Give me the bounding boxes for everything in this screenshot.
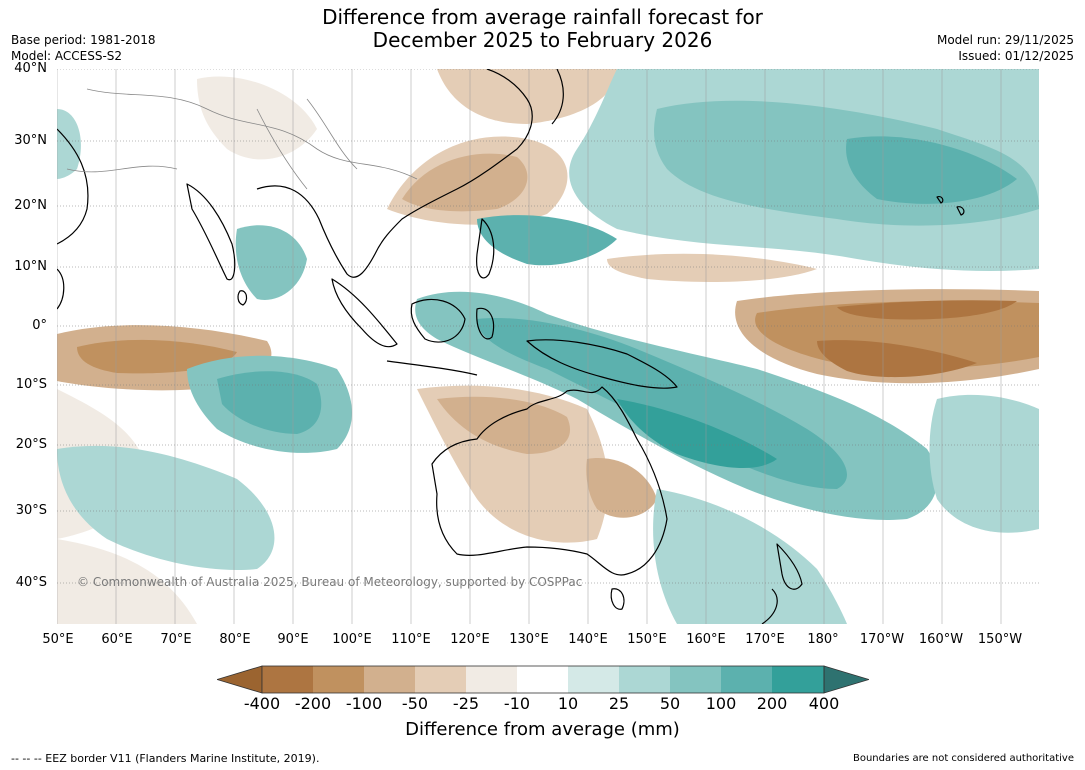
colorbar-tick-1: -400	[243, 694, 281, 713]
colorbar-tick-10: 100	[705, 694, 737, 713]
lon-label-80e: 80°E	[219, 632, 251, 647]
colorbar-bin-11	[772, 666, 824, 693]
lat-label-30n: 30°N	[14, 133, 47, 148]
country-borders	[66, 88, 418, 190]
lon-label-130e: 130°E	[509, 632, 549, 647]
lat-label-20n: 20°N	[14, 198, 47, 213]
meta-left: Base period: 1981-2018 Model: ACCESS-S2	[11, 32, 156, 64]
lon-label-160e: 160°E	[686, 632, 726, 647]
coastlines	[57, 69, 965, 624]
map-canvas	[57, 69, 1039, 624]
model-text: Model: ACCESS-S2	[11, 49, 123, 63]
lat-label-40n: 40°N	[14, 61, 47, 76]
colorbar-bin-5	[466, 666, 517, 693]
colorbar-tick-2: -200	[294, 694, 332, 713]
lon-label-160w: 160°W	[918, 632, 964, 647]
colorbar-label: Difference from average (mm)	[405, 719, 680, 740]
map-title: Difference from average rainfall forecas…	[0, 6, 1085, 52]
issued-text: Issued: 01/12/2025	[958, 49, 1074, 63]
lon-label-60e: 60°E	[101, 632, 133, 647]
eez-border-note: -- -- -- EEZ border V11 (Flanders Marine…	[11, 752, 320, 765]
lon-label-150w: 150°W	[977, 632, 1023, 647]
colorbar-tick-5: -25	[452, 694, 480, 713]
lat-label-10s: 10°S	[15, 377, 47, 392]
boundaries-disclaimer: Boundaries are not considered authoritat…	[852, 753, 1074, 764]
colorbar-tick-4: -50	[401, 694, 429, 713]
lon-label-110e: 110°E	[391, 632, 431, 647]
lon-label-170e: 170°E	[745, 632, 785, 647]
colorbar	[217, 665, 869, 694]
colorbar-extend-high	[823, 665, 869, 694]
meta-right: Model run: 29/11/2025 Issued: 01/12/2025	[937, 32, 1074, 64]
copyright-notice: © Commonwealth of Australia 2025, Bureau…	[77, 575, 583, 589]
lon-label-100e: 100°E	[332, 632, 372, 647]
colorbar-bin-3	[364, 666, 415, 693]
lon-label-180: 180°	[807, 632, 839, 647]
colorbar-bin-4	[415, 666, 466, 693]
colorbar-bin-8	[619, 666, 670, 693]
lon-label-90e: 90°E	[277, 632, 309, 647]
title-line-2: December 2025 to February 2026	[372, 28, 713, 52]
lon-label-150e: 150°E	[627, 632, 667, 647]
model-run-text: Model run: 29/11/2025	[936, 33, 1074, 47]
colorbar-tick-6: -10	[503, 694, 531, 713]
lon-label-50e: 50°E	[42, 632, 74, 647]
colorbar-bin-9	[670, 666, 721, 693]
lon-label-140e: 140°E	[568, 632, 608, 647]
lat-label-30s: 30°S	[15, 503, 47, 518]
colorbar-tick-3: -100	[345, 694, 383, 713]
colorbar-bin-10	[721, 666, 772, 693]
title-line-1: Difference from average rainfall forecas…	[322, 5, 763, 29]
colorbar-bin-7	[568, 666, 619, 693]
colorbar-bin-1	[262, 666, 313, 693]
meridian-lines	[57, 69, 1002, 624]
lon-label-70e: 70°E	[160, 632, 192, 647]
lat-label-20s: 20°S	[15, 437, 47, 452]
lat-label-40s: 40°S	[15, 575, 47, 590]
colorbar-bin-6	[517, 666, 568, 693]
lat-label-0: 0°	[32, 318, 47, 333]
rainfall-anomaly-map	[57, 69, 1039, 624]
base-period-text: Base period: 1981-2018	[11, 33, 156, 47]
lon-label-120e: 120°E	[450, 632, 490, 647]
colorbar-tick-12: 400	[808, 694, 840, 713]
colorbar-bin-2	[313, 666, 364, 693]
colorbar-tick-7: 10	[557, 694, 579, 713]
colorbar-extend-low	[217, 665, 263, 694]
colorbar-tick-9: 50	[659, 694, 681, 713]
colorbar-tick-8: 25	[608, 694, 630, 713]
colorbar-tick-11: 200	[756, 694, 788, 713]
anomaly-fields	[57, 69, 1039, 624]
lat-label-10n: 10°N	[14, 259, 47, 274]
lon-label-170w: 170°W	[859, 632, 905, 647]
